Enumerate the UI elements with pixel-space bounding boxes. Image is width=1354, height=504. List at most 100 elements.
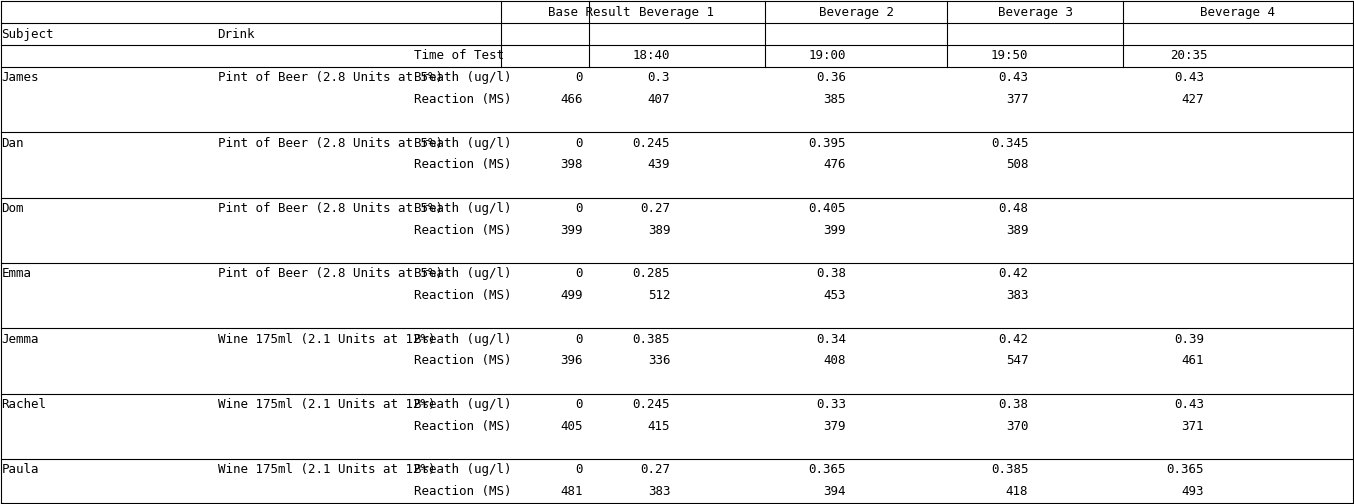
Text: 0.33: 0.33 [816, 398, 846, 411]
Text: 371: 371 [1182, 420, 1204, 433]
Text: Beverage 1: Beverage 1 [639, 6, 715, 19]
Text: Reaction (MS): Reaction (MS) [413, 354, 510, 367]
Text: 389: 389 [647, 224, 670, 237]
Text: 0.38: 0.38 [816, 267, 846, 280]
Text: Dan: Dan [1, 137, 24, 150]
Text: Breath (ug/l): Breath (ug/l) [413, 398, 510, 411]
Text: 0.43: 0.43 [998, 71, 1028, 84]
Text: 399: 399 [823, 224, 846, 237]
Text: 0.365: 0.365 [1167, 463, 1204, 476]
Text: 0.3: 0.3 [647, 71, 670, 84]
Text: 398: 398 [561, 158, 582, 171]
Text: Breath (ug/l): Breath (ug/l) [413, 71, 510, 84]
Text: Breath (ug/l): Breath (ug/l) [413, 333, 510, 346]
Text: 399: 399 [561, 224, 582, 237]
Text: 396: 396 [561, 354, 582, 367]
Text: 389: 389 [1006, 224, 1028, 237]
Text: 0: 0 [575, 202, 582, 215]
Text: 0.43: 0.43 [1174, 71, 1204, 84]
Text: 461: 461 [1182, 354, 1204, 367]
Text: 0.43: 0.43 [1174, 398, 1204, 411]
Text: 385: 385 [823, 93, 846, 106]
Text: Beverage 2: Beverage 2 [819, 6, 894, 19]
Text: Subject: Subject [1, 28, 54, 41]
Text: 0: 0 [575, 137, 582, 150]
Text: 336: 336 [647, 354, 670, 367]
Text: 0.39: 0.39 [1174, 333, 1204, 346]
Text: Reaction (MS): Reaction (MS) [413, 289, 510, 302]
Text: 383: 383 [1006, 289, 1028, 302]
Text: Pint of Beer (2.8 Units at 5%): Pint of Beer (2.8 Units at 5%) [218, 202, 443, 215]
Text: Reaction (MS): Reaction (MS) [413, 485, 510, 498]
Text: 383: 383 [647, 485, 670, 498]
Text: 0.405: 0.405 [808, 202, 846, 215]
Text: Base Result: Base Result [548, 6, 631, 19]
Text: 499: 499 [561, 289, 582, 302]
Text: 379: 379 [823, 420, 846, 433]
Text: 0.27: 0.27 [640, 202, 670, 215]
Text: 512: 512 [647, 289, 670, 302]
Text: Wine 175ml (2.1 Units at 12%): Wine 175ml (2.1 Units at 12%) [218, 333, 435, 346]
Text: Breath (ug/l): Breath (ug/l) [413, 463, 510, 476]
Text: 547: 547 [1006, 354, 1028, 367]
Text: Breath (ug/l): Breath (ug/l) [413, 267, 510, 280]
Text: 0.365: 0.365 [808, 463, 846, 476]
Text: 405: 405 [561, 420, 582, 433]
Text: Jemma: Jemma [1, 333, 39, 346]
Text: Beverage 4: Beverage 4 [1200, 6, 1275, 19]
Text: 493: 493 [1182, 485, 1204, 498]
Text: 0: 0 [575, 463, 582, 476]
Text: Drink: Drink [218, 28, 255, 41]
Text: 427: 427 [1182, 93, 1204, 106]
Text: 0.245: 0.245 [632, 398, 670, 411]
Text: 0: 0 [575, 71, 582, 84]
Text: 0: 0 [575, 267, 582, 280]
Text: 0.36: 0.36 [816, 71, 846, 84]
Text: Dom: Dom [1, 202, 24, 215]
Text: 377: 377 [1006, 93, 1028, 106]
Text: 453: 453 [823, 289, 846, 302]
Text: 415: 415 [647, 420, 670, 433]
Text: 0.27: 0.27 [640, 463, 670, 476]
Text: 481: 481 [561, 485, 582, 498]
Text: Reaction (MS): Reaction (MS) [413, 158, 510, 171]
Text: 0.48: 0.48 [998, 202, 1028, 215]
Text: Breath (ug/l): Breath (ug/l) [413, 137, 510, 150]
Text: Beverage 3: Beverage 3 [998, 6, 1072, 19]
Text: Pint of Beer (2.8 Units at 5%): Pint of Beer (2.8 Units at 5%) [218, 267, 443, 280]
Text: Paula: Paula [1, 463, 39, 476]
Text: 466: 466 [561, 93, 582, 106]
Text: Breath (ug/l): Breath (ug/l) [413, 202, 510, 215]
Text: Wine 175ml (2.1 Units at 12%): Wine 175ml (2.1 Units at 12%) [218, 463, 435, 476]
Text: 394: 394 [823, 485, 846, 498]
Text: 19:00: 19:00 [808, 49, 846, 62]
Text: 0.42: 0.42 [998, 333, 1028, 346]
Text: 19:50: 19:50 [991, 49, 1028, 62]
Text: 0: 0 [575, 398, 582, 411]
Text: 476: 476 [823, 158, 846, 171]
Text: 0.395: 0.395 [808, 137, 846, 150]
Text: 0.34: 0.34 [816, 333, 846, 346]
Text: 0.345: 0.345 [991, 137, 1028, 150]
Text: Wine 175ml (2.1 Units at 12%): Wine 175ml (2.1 Units at 12%) [218, 398, 435, 411]
Text: 418: 418 [1006, 485, 1028, 498]
Text: Pint of Beer (2.8 Units at 5%): Pint of Beer (2.8 Units at 5%) [218, 71, 443, 84]
Text: 0.38: 0.38 [998, 398, 1028, 411]
Text: 370: 370 [1006, 420, 1028, 433]
Text: 407: 407 [647, 93, 670, 106]
Text: Emma: Emma [1, 267, 31, 280]
Text: 0: 0 [575, 333, 582, 346]
Text: 439: 439 [647, 158, 670, 171]
Text: 0.285: 0.285 [632, 267, 670, 280]
Text: Reaction (MS): Reaction (MS) [413, 93, 510, 106]
Text: Pint of Beer (2.8 Units at 5%): Pint of Beer (2.8 Units at 5%) [218, 137, 443, 150]
Text: Reaction (MS): Reaction (MS) [413, 224, 510, 237]
Text: 0.385: 0.385 [991, 463, 1028, 476]
Text: Reaction (MS): Reaction (MS) [413, 420, 510, 433]
Text: James: James [1, 71, 39, 84]
Text: Rachel: Rachel [1, 398, 46, 411]
Text: 508: 508 [1006, 158, 1028, 171]
Text: 0.42: 0.42 [998, 267, 1028, 280]
Text: 0.245: 0.245 [632, 137, 670, 150]
Text: 0.385: 0.385 [632, 333, 670, 346]
